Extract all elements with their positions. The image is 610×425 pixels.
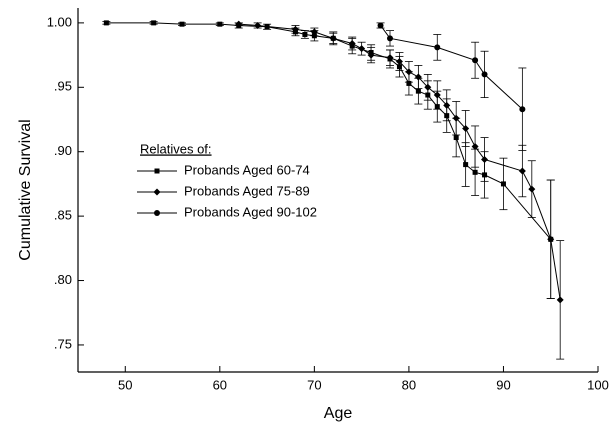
data-point [518, 167, 526, 175]
x-tick-label: 70 [307, 377, 321, 392]
data-point [103, 20, 109, 26]
data-point [528, 185, 536, 193]
data-point [291, 25, 299, 33]
data-point [519, 106, 526, 113]
x-tick-label: 90 [496, 377, 510, 392]
data-point [329, 34, 337, 42]
legend-label: Probands Aged 90-102 [184, 204, 317, 219]
data-point [377, 22, 384, 29]
x-tick-label: 60 [213, 377, 227, 392]
x-tick-label: 50 [118, 377, 132, 392]
data-point [556, 296, 564, 304]
data-point [463, 162, 469, 168]
data-point [405, 68, 413, 76]
data-point [414, 73, 422, 81]
legend-title: Relatives of: [140, 141, 212, 156]
y-tick-label: .75 [54, 336, 72, 351]
data-point [472, 57, 479, 64]
data-point [434, 44, 441, 51]
data-point [500, 181, 506, 187]
data-point [179, 21, 185, 27]
data-point [424, 83, 432, 91]
data-point [217, 21, 223, 27]
data-point [235, 20, 243, 28]
y-axis-title: Cumulative Survival [17, 119, 34, 260]
data-point [151, 20, 157, 26]
legend-marker [154, 168, 160, 174]
data-point [254, 21, 262, 29]
y-tick-label: .90 [54, 143, 72, 158]
data-point [415, 88, 421, 94]
data-point [481, 155, 489, 163]
y-tick-label: .85 [54, 208, 72, 223]
data-point [547, 235, 555, 243]
data-point [452, 114, 460, 122]
y-tick-label: .80 [54, 272, 72, 287]
series-line [106, 22, 552, 240]
data-point [387, 35, 393, 42]
x-tick-label: 100 [587, 377, 609, 392]
data-point [453, 135, 459, 141]
data-point [310, 28, 318, 36]
x-tick-label: 80 [402, 377, 416, 392]
legend-label: Probands Aged 60-74 [184, 162, 310, 177]
legend-label: Probands Aged 75-89 [184, 183, 310, 198]
legend-marker [154, 210, 160, 216]
x-axis-title: Age [324, 405, 353, 422]
y-tick-label: .95 [54, 79, 72, 94]
data-point [481, 71, 488, 78]
data-point [443, 101, 451, 109]
data-point [367, 51, 375, 59]
legend-marker [153, 188, 161, 196]
data-point [348, 39, 356, 47]
data-point [358, 45, 366, 53]
data-point [472, 169, 478, 175]
data-point [433, 91, 441, 99]
data-point [406, 80, 412, 86]
data-point [395, 58, 403, 66]
data-point [471, 143, 479, 151]
y-tick-label: 1.00 [47, 14, 72, 29]
data-point [302, 31, 308, 37]
data-point [386, 54, 394, 62]
data-point [462, 125, 470, 133]
